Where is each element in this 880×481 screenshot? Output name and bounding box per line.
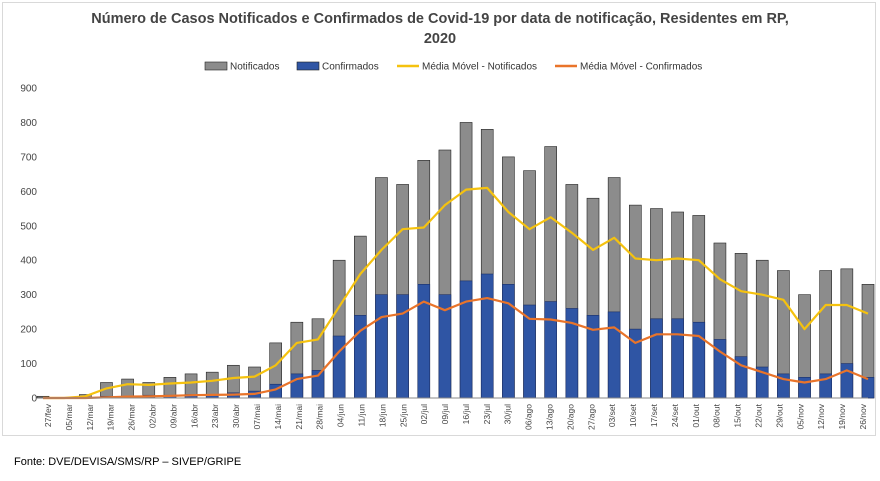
x-tick-label: 16/jul (461, 404, 471, 424)
bar-confirmados (480, 273, 494, 399)
x-tick-label: 25/jun (398, 404, 408, 427)
x-tick-label: 24/set (670, 403, 680, 427)
legend-swatch-1 (204, 61, 228, 71)
bar-confirmados (332, 335, 346, 399)
chart-frame (2, 2, 876, 436)
x-tick-label: 30/abr (231, 404, 241, 428)
x-tick-label: 19/nov (837, 403, 847, 429)
x-tick-label: 21/mai (294, 404, 304, 430)
x-tick-label: 14/mai (273, 404, 283, 430)
x-tick-label: 11/jun (356, 404, 366, 427)
x-tick-label: 13/ago (545, 404, 555, 430)
x-tick-label: 23/jul (482, 404, 492, 424)
x-tick-label: 29/out (774, 403, 784, 427)
x-tick-label: 07/mai (252, 404, 262, 430)
x-tick-label: 19/mar (106, 404, 116, 431)
y-tick-label: 700 (20, 152, 37, 163)
x-tick-label: 22/out (754, 403, 764, 427)
x-tick-label: 20/ago (565, 404, 575, 430)
bar-confirmados (375, 294, 388, 399)
y-tick-label: 900 (20, 84, 37, 95)
chart-title-year: 2020 (423, 31, 457, 47)
x-tick-label: 03/set (607, 403, 617, 427)
source-note: Fonte: DVE/DEVISA/SMS/RP – SIVEP/GRIPE (14, 456, 242, 468)
bar-confirmados (607, 311, 621, 399)
x-tick-label: 12/mar (85, 404, 95, 431)
x-tick-label: 08/out (712, 403, 722, 427)
bar-confirmados (861, 377, 875, 399)
x-tick-label: 26/nov (858, 403, 868, 429)
legend-label: Média Móvel - Confirmados (580, 62, 702, 73)
y-tick-label: 200 (20, 325, 37, 336)
line-media-movel-notificados (43, 186, 869, 400)
y-tick-label: 400 (20, 256, 37, 267)
x-tick-label: 18/jun (377, 404, 387, 427)
x-tick-label: 05/mar (64, 404, 74, 431)
y-tick-label: 600 (20, 187, 37, 198)
x-tick-label: 17/set (649, 403, 659, 427)
bar-confirmados (544, 301, 557, 399)
x-tick-label: 12/nov (816, 403, 826, 429)
x-tick-label: 30/jul (503, 404, 513, 424)
x-tick-label: 28/mai (315, 404, 325, 430)
y-tick-label: 300 (20, 290, 37, 301)
x-tick-label: 06/ago (524, 404, 534, 430)
x-tick-label: 27/ago (586, 404, 596, 430)
chart-title: Número de Casos Notificados e Confirmado… (91, 11, 789, 27)
y-tick-label: 500 (20, 221, 37, 232)
x-tick-label: 02/jul (419, 404, 429, 424)
line-media-movel-confirmados (43, 297, 869, 400)
legend-label: Notificados (230, 62, 279, 73)
y-tick-label: 100 (20, 359, 37, 370)
bar-confirmados (671, 318, 684, 399)
bar-confirmados (692, 321, 706, 399)
y-tick-label: 800 (20, 118, 37, 129)
bar-confirmados (650, 318, 663, 399)
bar-confirmados (798, 377, 811, 399)
x-tick-label: 15/out (733, 403, 743, 427)
y-tick-label: 0 (31, 394, 37, 405)
x-tick-label: 09/jul (440, 404, 450, 424)
x-tick-label: 09/abr (168, 404, 178, 428)
x-tick-label: 02/abr (147, 404, 157, 428)
x-tick-label: 04/jun (336, 404, 346, 427)
bar-notificados (121, 378, 134, 399)
legend-label: Média Móvel - Notificados (422, 62, 537, 73)
chart-plot: 0 100 200 300 400 500 600 700 800 900 27/fev 05/mar… (20, 61, 875, 431)
x-tick-label: 26/mar (127, 404, 137, 431)
bar-confirmados (840, 363, 854, 399)
x-tick-label: 23/abr (210, 404, 220, 428)
x-tick-label: 27/fev (43, 403, 53, 427)
legend-swatch-2 (296, 61, 320, 71)
x-tick-label: 16/abr (189, 404, 199, 428)
x-tick-label: 01/out (691, 403, 701, 427)
x-tick-label: 05/nov (795, 403, 805, 429)
bar-confirmados (459, 280, 473, 399)
x-tick-label: 10/set (628, 403, 638, 427)
legend-label: Confirmados (322, 62, 379, 73)
